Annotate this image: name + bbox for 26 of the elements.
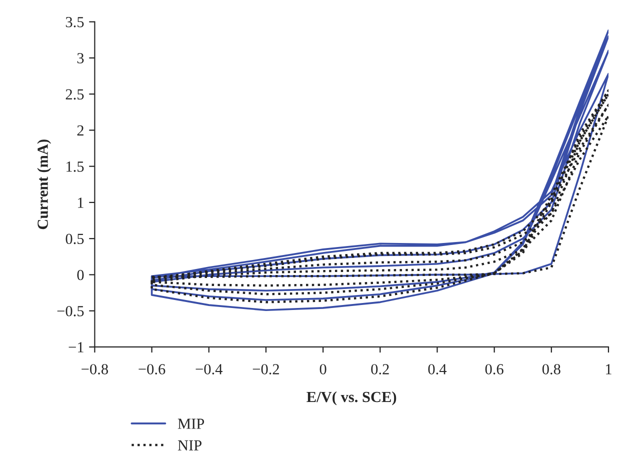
x-tick-label: 0.4 xyxy=(428,364,447,374)
y-tick-label: 0 xyxy=(77,270,84,280)
line-series xyxy=(150,30,608,312)
y-tick-label: −0.5 xyxy=(57,306,84,316)
x-tick-label: 0.2 xyxy=(371,364,389,374)
legend-label: MIP xyxy=(178,418,204,429)
line-series xyxy=(150,89,608,304)
x-tick-label: 1 xyxy=(606,364,612,374)
legend-label: NIP xyxy=(178,440,202,450)
y-tick-label: 2 xyxy=(77,125,84,136)
x-tick-label: −0.2 xyxy=(252,364,279,374)
x-tick-label: −0.4 xyxy=(196,364,222,374)
y-tick-label: 0.5 xyxy=(66,234,84,244)
y-tick-label: 3.5 xyxy=(66,16,84,28)
x-tick-label: 0.6 xyxy=(485,364,504,374)
y-tick-label: 1 xyxy=(78,198,84,208)
y-axis-title: Current (mA) xyxy=(37,140,52,230)
y-tick-label: 2.5 xyxy=(66,89,84,100)
y-tick-label: 3 xyxy=(77,53,84,64)
y-tick-label: 1.5 xyxy=(66,162,84,172)
x-tick-label: −0.8 xyxy=(82,364,108,374)
x-tick-label: 0 xyxy=(320,364,326,374)
x-tick-label: −0.6 xyxy=(138,364,166,374)
y-tick-label: −1 xyxy=(68,342,84,352)
x-tick-label: 0.8 xyxy=(542,364,560,374)
x-axis-title: E/V( vs. SCE) xyxy=(306,391,396,406)
